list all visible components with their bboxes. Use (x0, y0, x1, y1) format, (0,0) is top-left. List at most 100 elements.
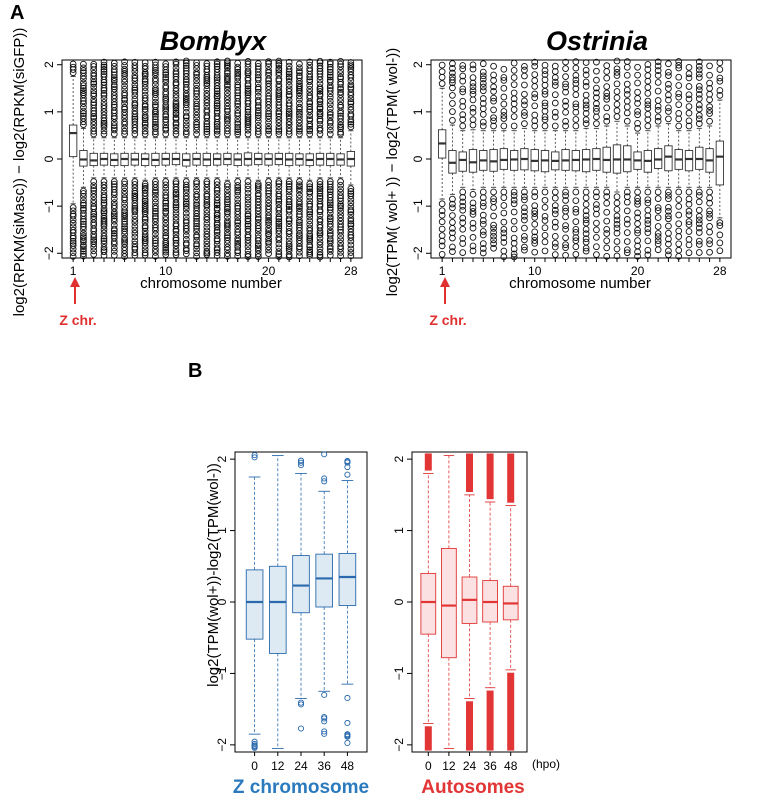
bombyx-outlier (213, 60, 221, 68)
bombyx-outlier (152, 242, 159, 250)
ostrinia-outlier (469, 204, 477, 212)
ostrinia-outlier (634, 79, 641, 87)
ostrinia-outlier (603, 237, 611, 245)
ostrinia-outlier (510, 74, 518, 81)
bombyx-outlier (152, 71, 159, 79)
ostrinia-xtick-label: 20 (631, 264, 645, 278)
bombyx-outlier (90, 193, 98, 201)
bombyx-outlier (131, 233, 139, 241)
bombyx-outlier (275, 69, 283, 76)
bombyx-outlier (141, 69, 149, 76)
bombyx-outlier (296, 74, 303, 82)
ostrinia-outlier (593, 76, 600, 84)
ostrinia-outlier (562, 244, 569, 252)
bombyx-outlier (152, 110, 159, 118)
bombyx-outlier (203, 198, 211, 206)
bombyx-outlier (80, 91, 87, 99)
ostrinia-outlier (449, 64, 456, 72)
bombyx-outlier (193, 178, 200, 185)
bombyx-outlier (306, 236, 314, 243)
ostrinia-box-24 (674, 58, 683, 260)
bombyx-outlier (224, 115, 231, 123)
bombyx-outlier (285, 100, 293, 107)
bombyx-outlier (224, 232, 231, 239)
bombyx-outlier (265, 122, 272, 130)
ostrinia-outlier (603, 193, 611, 201)
bombyx-outlier (131, 62, 139, 69)
ostrinia-box-1 (437, 61, 447, 258)
ostrinia-outlier (716, 87, 724, 94)
ostrinia-outlier (665, 235, 672, 243)
bombyx-outlier (234, 130, 242, 138)
bombyx-outlier (193, 225, 200, 232)
bombyx-outlier (275, 236, 283, 244)
ostrinia-outlier (593, 84, 600, 92)
bombyx-outlier (141, 59, 149, 66)
bombyx-outlier (213, 227, 221, 234)
bombyx-outlier (203, 237, 211, 245)
ostrinia-outlier (490, 106, 497, 114)
bombyx-outlier (316, 181, 324, 188)
ostrinia-outlier (541, 238, 549, 246)
bombyx-outlier (316, 234, 324, 242)
ostrinia-outlier (449, 195, 456, 203)
ostrinia-outlier (644, 251, 652, 259)
bombyx-outlier (172, 73, 180, 80)
bombyx-outlier (224, 124, 231, 132)
bombyx-outlier (193, 217, 200, 225)
bombyx-outlier (69, 207, 77, 215)
bombyx-outlier (224, 72, 231, 80)
bombyx-outlier (162, 73, 170, 81)
bombyx-outlier (80, 112, 87, 120)
bombyx-outlier (254, 63, 262, 70)
bombyx-outlier (296, 178, 303, 185)
ostrinia-outlier (551, 82, 559, 89)
ostrinia-outlier (449, 224, 456, 232)
ostrinia-outlier (510, 234, 518, 242)
bombyx-outlier (152, 89, 159, 96)
ostrinia-outlier (593, 243, 600, 251)
bombyx-outlier (172, 178, 180, 185)
bombyx-outlier (121, 65, 128, 73)
bombyx-outlier (326, 117, 334, 125)
bombyx-outlier (131, 187, 139, 195)
ostrinia-outlier (582, 212, 590, 220)
ostrinia-outlier (593, 251, 600, 258)
ostrinia-outlier (582, 101, 590, 109)
ostrinia-outlier (695, 192, 703, 199)
bombyx-outlier (224, 81, 231, 89)
bombyx-outlier (90, 240, 98, 248)
bombyx-outlier (347, 237, 355, 245)
ostrinia-outlier (644, 90, 652, 97)
ostrinia-outlier (613, 94, 621, 102)
bombyx-outlier (254, 104, 262, 111)
ostrinia-outlier (582, 207, 590, 215)
ostrinia-outlier (613, 206, 621, 213)
bombyx-outlier (306, 180, 314, 188)
bombyx-outlier (172, 111, 180, 118)
z-chromosome-outlier (344, 731, 351, 738)
bombyx-outlier (316, 90, 324, 98)
bombyx-outlier (152, 61, 159, 69)
bombyx-outlier (316, 59, 324, 67)
bombyx-outlier (337, 252, 344, 260)
ostrinia-outlier (521, 97, 528, 105)
ostrinia-box-9 (520, 62, 529, 254)
ostrinia-outlier (479, 95, 487, 102)
ostrinia-outlier (551, 99, 559, 107)
bombyx-outlier (131, 99, 139, 107)
ostrinia-outlier (562, 58, 569, 66)
ostrinia-box-13 (561, 58, 570, 259)
bombyx-outlier (100, 63, 108, 71)
ostrinia-outlier (500, 247, 508, 255)
ostrinia-outlier (500, 194, 508, 201)
bombyx-outlier (275, 215, 283, 223)
bombyx-outlier (224, 102, 231, 110)
bombyx-outlier (193, 74, 200, 81)
ostrinia-outlier (695, 188, 703, 196)
autosomes-outlier-band (424, 453, 432, 471)
bombyx-outlier (224, 89, 231, 97)
bombyx-outlier (337, 57, 344, 65)
bombyx-outlier (80, 238, 87, 246)
ostrinia-outlier (449, 200, 456, 208)
